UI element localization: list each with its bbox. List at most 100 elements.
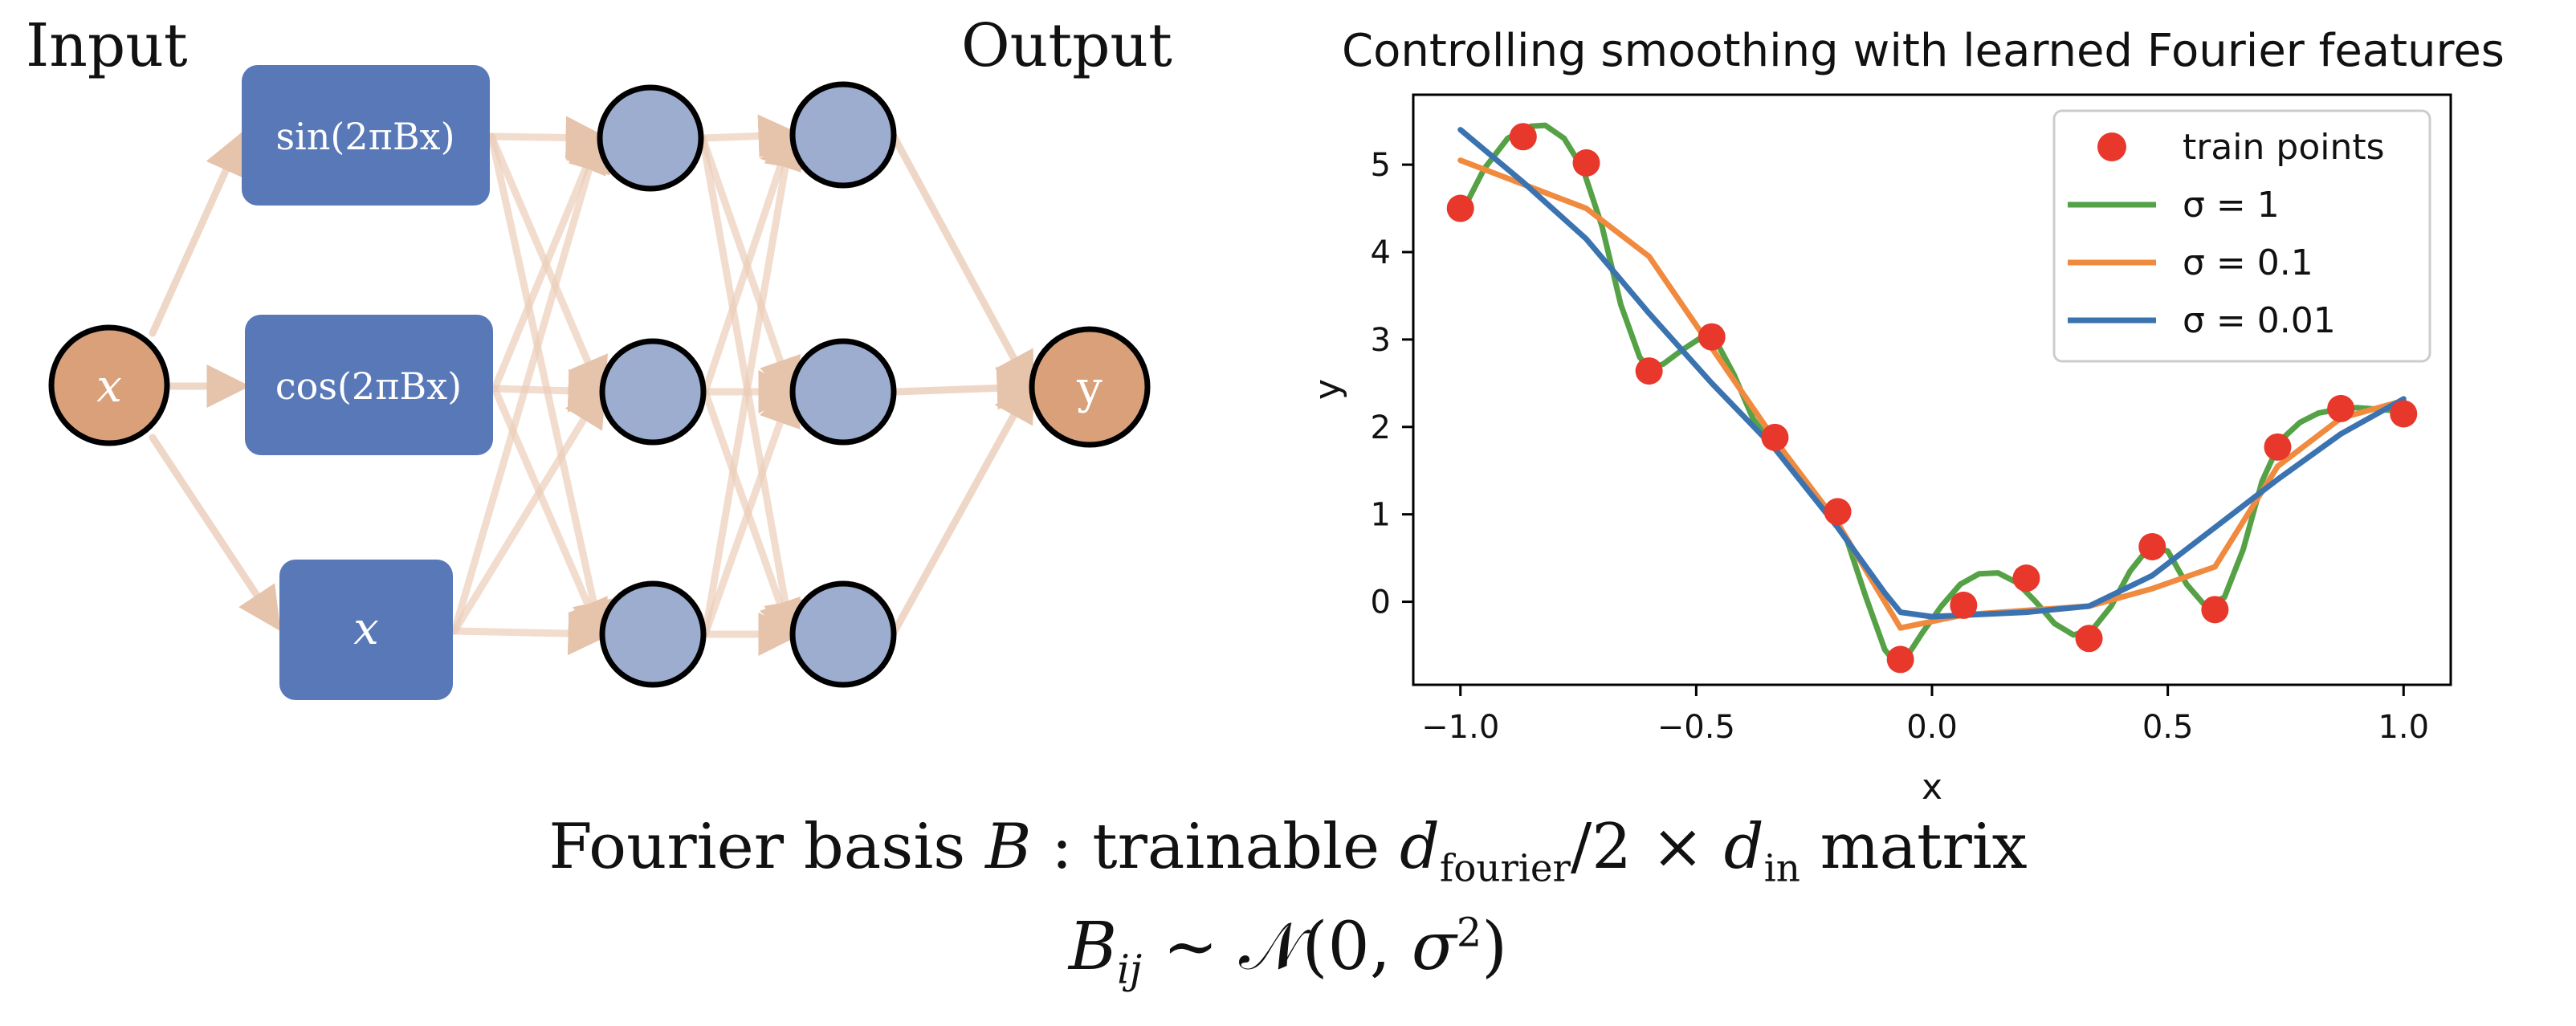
edge-feature-2-to-h1-1: [491, 128, 606, 393]
hidden-node-2-2: [789, 338, 897, 446]
legend-label-sigma-1: σ = 1: [2183, 185, 2280, 226]
train-point: [1824, 498, 1852, 526]
legend-label-sigma-0-1: σ = 0.1: [2183, 242, 2313, 283]
formula-slash-two-times: /2 ×: [1570, 811, 1724, 883]
output-node-label: y: [1076, 362, 1103, 414]
formula-middle: : trainable: [1031, 811, 1400, 883]
edge-h1-2-to-h2-1: [701, 124, 801, 396]
legend-label-sigma-0-01: σ = 0.01: [2183, 300, 2336, 341]
edge-h2-3-to-output: [889, 377, 1035, 638]
input-node-label: x: [96, 360, 122, 413]
hidden-node-2-1: [789, 81, 897, 189]
edge-input-to-sin: [149, 130, 247, 337]
edge-feature-2-to-h1-2: [491, 368, 612, 413]
sin-feature-box: sin(2πBx): [242, 65, 490, 206]
edge-feature-3-to-h1-1: [450, 128, 610, 635]
train-point: [1950, 591, 1978, 619]
formula-normal-N: 𝒩: [1238, 909, 1302, 985]
sin-feature-label: sin(2πBx): [275, 115, 454, 158]
formula-B-ij: B: [1068, 909, 1118, 985]
cos-feature-box: cos(2πBx): [245, 315, 493, 455]
y-tick-label: 2: [1371, 409, 1391, 446]
train-point: [1698, 323, 1726, 351]
formula-B: B: [985, 811, 1032, 883]
x-tick-label: 0.5: [2142, 709, 2194, 746]
hidden-node-1-1: [597, 84, 704, 192]
edge-h2-2-to-output: [891, 366, 1041, 410]
x-axis: −1.0 −0.5 0.0 0.5 1.0: [1421, 685, 2429, 746]
cos-feature-label: cos(2πBx): [275, 364, 462, 408]
y-tick-label: 1: [1371, 497, 1391, 534]
formula-suffix: matrix: [1800, 811, 2028, 883]
hidden-node-1-3: [599, 580, 707, 688]
edge-h2-1-to-output: [889, 131, 1035, 397]
network-diagram: Input Output sin(2πBx) cos(2πBx) x x: [26, 11, 1172, 700]
input-heading: Input: [26, 11, 188, 80]
train-point: [2264, 433, 2292, 461]
formula-in-subscript: in: [1763, 847, 1800, 891]
y-tick-label: 5: [1371, 147, 1391, 184]
formula-args-open: (0,: [1302, 909, 1412, 985]
legend-label-train-points: train points: [2183, 127, 2385, 168]
x-tick-label: 1.0: [2378, 709, 2429, 746]
hidden-node-1-2: [599, 338, 707, 446]
edge-input-to-identity: [149, 434, 281, 632]
train-point: [2390, 400, 2418, 428]
formula-d-in: d: [1723, 811, 1764, 883]
edge-h1-3-to-h2-2: [701, 381, 801, 638]
train-point: [1509, 123, 1537, 151]
series-lines: [1457, 122, 2407, 665]
legend: train points σ = 1 σ = 0.1 σ = 0.01: [2052, 109, 2431, 363]
formula-line-1: Fourier basis B : trainable dfourier/2 ×…: [0, 811, 2576, 891]
x-tick-label: 0.0: [1906, 709, 1958, 746]
series-line-sigma-0-01: [1457, 127, 2407, 620]
y-axis-label: y: [1307, 379, 1348, 400]
train-point: [1761, 423, 1789, 451]
formula-d-fourier: d: [1399, 811, 1440, 883]
chart: Controlling smoothing with learned Fouri…: [1307, 25, 2505, 808]
legend-marker-train-points: [2097, 132, 2126, 161]
y-tick-label: 4: [1371, 234, 1391, 271]
train-point: [1446, 194, 1474, 222]
train-point: [1635, 357, 1663, 385]
train-point: [1886, 645, 1914, 674]
edge-feature-1-to-h1-1: [487, 116, 609, 160]
formula-ij-subscript: ij: [1117, 946, 1143, 993]
x-tick-label: −0.5: [1657, 709, 1735, 746]
hidden-node-2-3: [789, 580, 897, 688]
edge-feature-3-to-h1-2: [450, 382, 607, 635]
network-edges: [149, 114, 1041, 656]
y-tick-label: 3: [1371, 322, 1391, 359]
formula-sigma: σ: [1411, 909, 1457, 985]
formula-sim: ∼: [1142, 909, 1239, 985]
output-node: y: [1029, 326, 1151, 448]
x-axis-label: x: [1922, 767, 1942, 808]
train-points: [1446, 123, 2418, 674]
legend-box: [2052, 109, 2431, 363]
output-heading: Output: [961, 11, 1172, 80]
formula-fourier-subscript: fourier: [1439, 847, 1571, 891]
formula-prefix: Fourier basis: [548, 811, 986, 883]
identity-feature-label: x: [353, 603, 379, 655]
identity-feature-box: x: [279, 560, 453, 700]
formula-squared: 2: [1456, 909, 1482, 956]
edge-feature-2-to-h1-3: [491, 385, 608, 645]
edge-feature-1-to-h1-3: [487, 132, 615, 645]
edge-h1-3-to-h2-1: [701, 124, 807, 638]
edge-feature-3-to-h1-3: [450, 612, 612, 656]
train-point: [2201, 596, 2229, 624]
train-point: [2327, 394, 2355, 422]
formula-line-2: Bij ∼ 𝒩(0, σ2): [0, 909, 2576, 992]
series-line-sigma-1: [1457, 122, 2407, 665]
y-axis: 0 1 2 3 4 5: [1371, 147, 1413, 621]
train-point: [1572, 149, 1600, 177]
train-point: [2138, 532, 2166, 560]
edge-h1-1-to-h2-1: [699, 114, 802, 158]
train-point: [2012, 564, 2040, 592]
train-point: [2075, 625, 2103, 653]
chart-title: Controlling smoothing with learned Fouri…: [1342, 25, 2505, 77]
y-tick-label: 0: [1371, 584, 1391, 621]
formula-args-close: ): [1482, 909, 1508, 985]
input-node: x: [48, 324, 170, 446]
